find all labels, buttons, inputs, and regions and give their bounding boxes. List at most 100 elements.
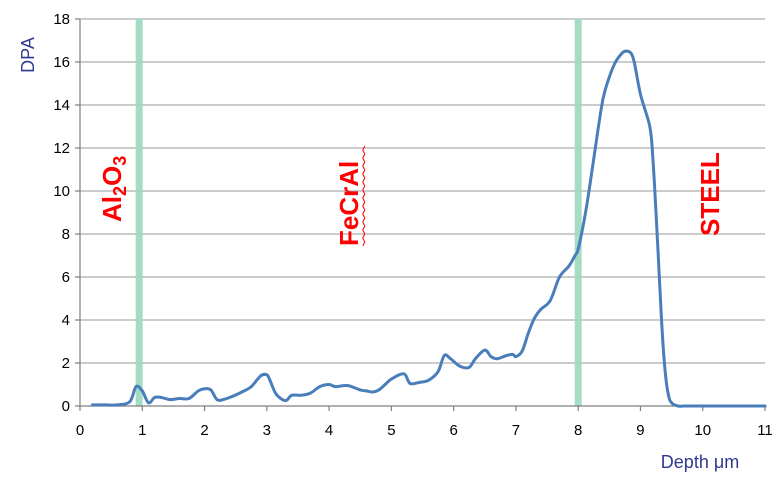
data-point: [209, 388, 213, 392]
data-point: [595, 135, 599, 139]
data-point: [442, 354, 446, 357]
data-point: [495, 357, 499, 361]
data-point: [520, 349, 524, 353]
data-point: [309, 391, 312, 395]
data-point: [371, 390, 375, 394]
x-tick-label-10: 10: [694, 422, 711, 439]
data-point: [505, 354, 508, 357]
data-point: [140, 389, 144, 393]
data-point: [408, 382, 412, 385]
data-point: [589, 178, 593, 182]
data-point: [147, 401, 150, 405]
y-tick-label-8: 8: [62, 226, 70, 243]
data-point: [365, 389, 368, 393]
data-point: [327, 383, 331, 386]
y-tick-label-14: 14: [53, 97, 70, 114]
data-point: [526, 331, 530, 335]
x-tick-label-6: 6: [449, 422, 457, 439]
data-point: [259, 374, 262, 378]
data-point: [629, 52, 633, 55]
data-point: [667, 393, 670, 397]
data-point: [573, 254, 577, 257]
data-point: [221, 398, 225, 401]
y-axis-title: DPA: [18, 37, 38, 73]
region-label-3: STEEL: [695, 152, 725, 236]
x-tick-label-7: 7: [512, 422, 520, 439]
data-point: [623, 49, 627, 53]
x-tick-label-1: 1: [138, 422, 146, 439]
data-point: [576, 247, 580, 251]
data-point: [682, 404, 686, 408]
data-point: [383, 383, 387, 386]
data-point: [346, 384, 350, 387]
data-point: [654, 211, 658, 214]
data-point: [558, 275, 561, 279]
y-tick-label-4: 4: [62, 312, 70, 329]
data-point: [203, 387, 206, 391]
data-point: [134, 385, 138, 389]
data-point: [601, 97, 605, 100]
data-point: [178, 397, 182, 400]
data-point: [763, 404, 767, 408]
data-point: [284, 399, 287, 403]
data-point: [389, 377, 393, 381]
data-point: [670, 401, 673, 405]
y-tick-label-12: 12: [53, 140, 70, 157]
x-tick-label-5: 5: [387, 422, 395, 439]
data-point: [436, 370, 440, 373]
data-point: [514, 355, 518, 358]
y-tick-label-2: 2: [62, 355, 70, 372]
x-tick-label-0: 0: [76, 422, 84, 439]
x-tick-label-8: 8: [574, 422, 582, 439]
data-point: [648, 125, 652, 128]
data-point: [483, 348, 487, 352]
data-point: [159, 396, 163, 399]
x-tick-label-3: 3: [263, 422, 271, 439]
x-tick-label-4: 4: [325, 422, 333, 439]
y-tick-label-6: 6: [62, 269, 70, 286]
data-point: [701, 404, 705, 408]
data-point: [377, 388, 381, 392]
data-point: [299, 393, 303, 397]
data-point: [358, 388, 362, 392]
dpa-series: [91, 49, 767, 408]
spellcheck-underline: [362, 145, 366, 247]
data-point: [290, 393, 294, 397]
data-point: [489, 355, 493, 358]
data-point: [626, 49, 630, 53]
data-point: [583, 217, 586, 221]
data-point: [128, 400, 132, 404]
data-point: [467, 365, 471, 369]
data-point: [657, 271, 661, 275]
data-point: [620, 52, 624, 55]
data-point: [268, 378, 272, 382]
y-tick-label-0: 0: [62, 398, 70, 415]
data-point: [676, 404, 680, 408]
data-point: [688, 404, 692, 408]
y-tick-labels: 0 2 4 6 8 10 12 14 16 18: [53, 11, 80, 415]
data-point: [333, 385, 337, 389]
axes: [79, 19, 765, 407]
x-tick-labels: 0 1 2 3 4 5 6 7 8 9 10 11: [76, 406, 773, 439]
data-point: [417, 380, 421, 384]
dpa-series-line: [91, 49, 767, 408]
y-tick-label-16: 16: [53, 54, 70, 71]
data-point: [115, 403, 119, 407]
data-point: [153, 396, 157, 399]
y-tick-label-18: 18: [53, 11, 70, 28]
data-point: [449, 357, 452, 361]
x-tick-label-9: 9: [636, 422, 644, 439]
data-point: [215, 398, 219, 401]
data-point: [318, 385, 322, 389]
data-point: [632, 60, 636, 64]
data-point: [511, 353, 515, 356]
data-point: [639, 92, 642, 96]
gridlines: [80, 18, 765, 364]
data-point: [265, 373, 269, 377]
data-point: [474, 357, 477, 361]
data-point: [548, 299, 552, 303]
data-point: [539, 307, 543, 311]
data-point: [402, 372, 406, 376]
data-point: [567, 264, 571, 268]
